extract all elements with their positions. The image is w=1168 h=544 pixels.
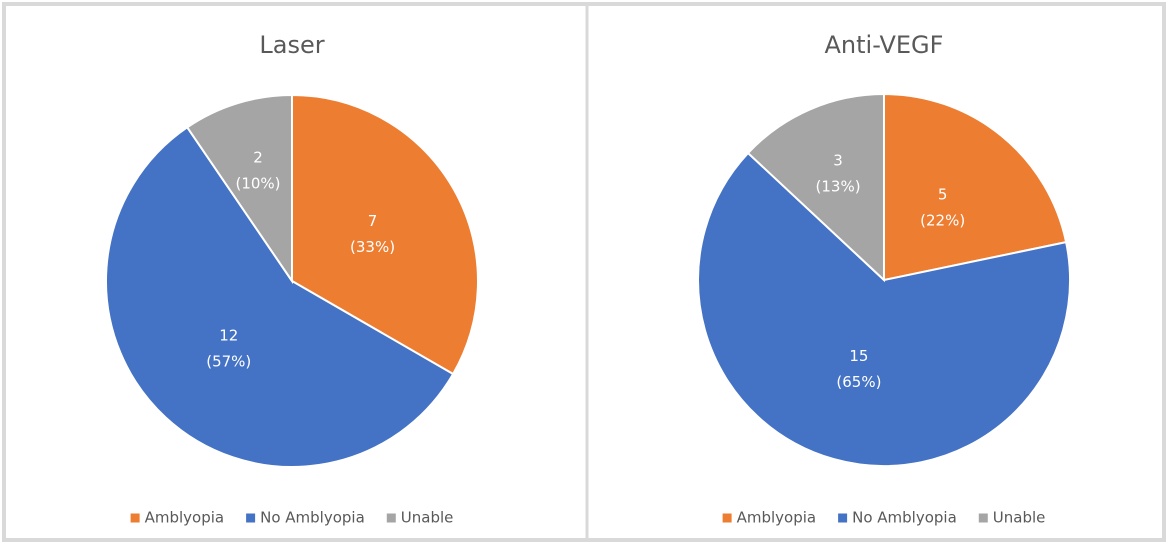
- legend-swatch: [978, 513, 988, 523]
- pie-slice: [185, 93, 293, 285]
- data-label: 7: [368, 212, 378, 230]
- data-label: (57%): [206, 353, 251, 371]
- chart-title: Laser: [259, 31, 324, 59]
- data-label: 2: [253, 148, 263, 166]
- data-label: 5: [938, 185, 948, 203]
- legend-swatch: [386, 513, 396, 523]
- legend-label: Unable: [401, 509, 454, 527]
- pie-slice: [105, 125, 455, 468]
- data-label: (10%): [235, 174, 280, 192]
- legend-swatch: [722, 513, 732, 523]
- legend-label: No Amblyopia: [260, 509, 365, 527]
- legend-label: No Amblyopia: [852, 509, 957, 527]
- pie-slice: [697, 151, 1071, 467]
- legend-swatch: [130, 513, 140, 523]
- data-label: (65%): [836, 373, 881, 391]
- chart-title: Anti-VEGF: [825, 31, 944, 59]
- legend-label: Amblyopia: [145, 509, 225, 527]
- pie-slice: [291, 93, 479, 376]
- legend-label: Unable: [993, 509, 1046, 527]
- pie-slice: [883, 92, 1068, 282]
- pie-slice: [746, 92, 885, 283]
- data-label: (22%): [920, 211, 965, 229]
- data-label: (33%): [350, 238, 395, 256]
- legend-label: Amblyopia: [737, 509, 817, 527]
- data-label: 3: [833, 152, 843, 170]
- data-label: 12: [219, 327, 238, 345]
- legend-swatch: [246, 513, 256, 523]
- data-label: (13%): [816, 178, 861, 196]
- data-label: 15: [849, 347, 868, 365]
- legend-swatch: [838, 513, 848, 523]
